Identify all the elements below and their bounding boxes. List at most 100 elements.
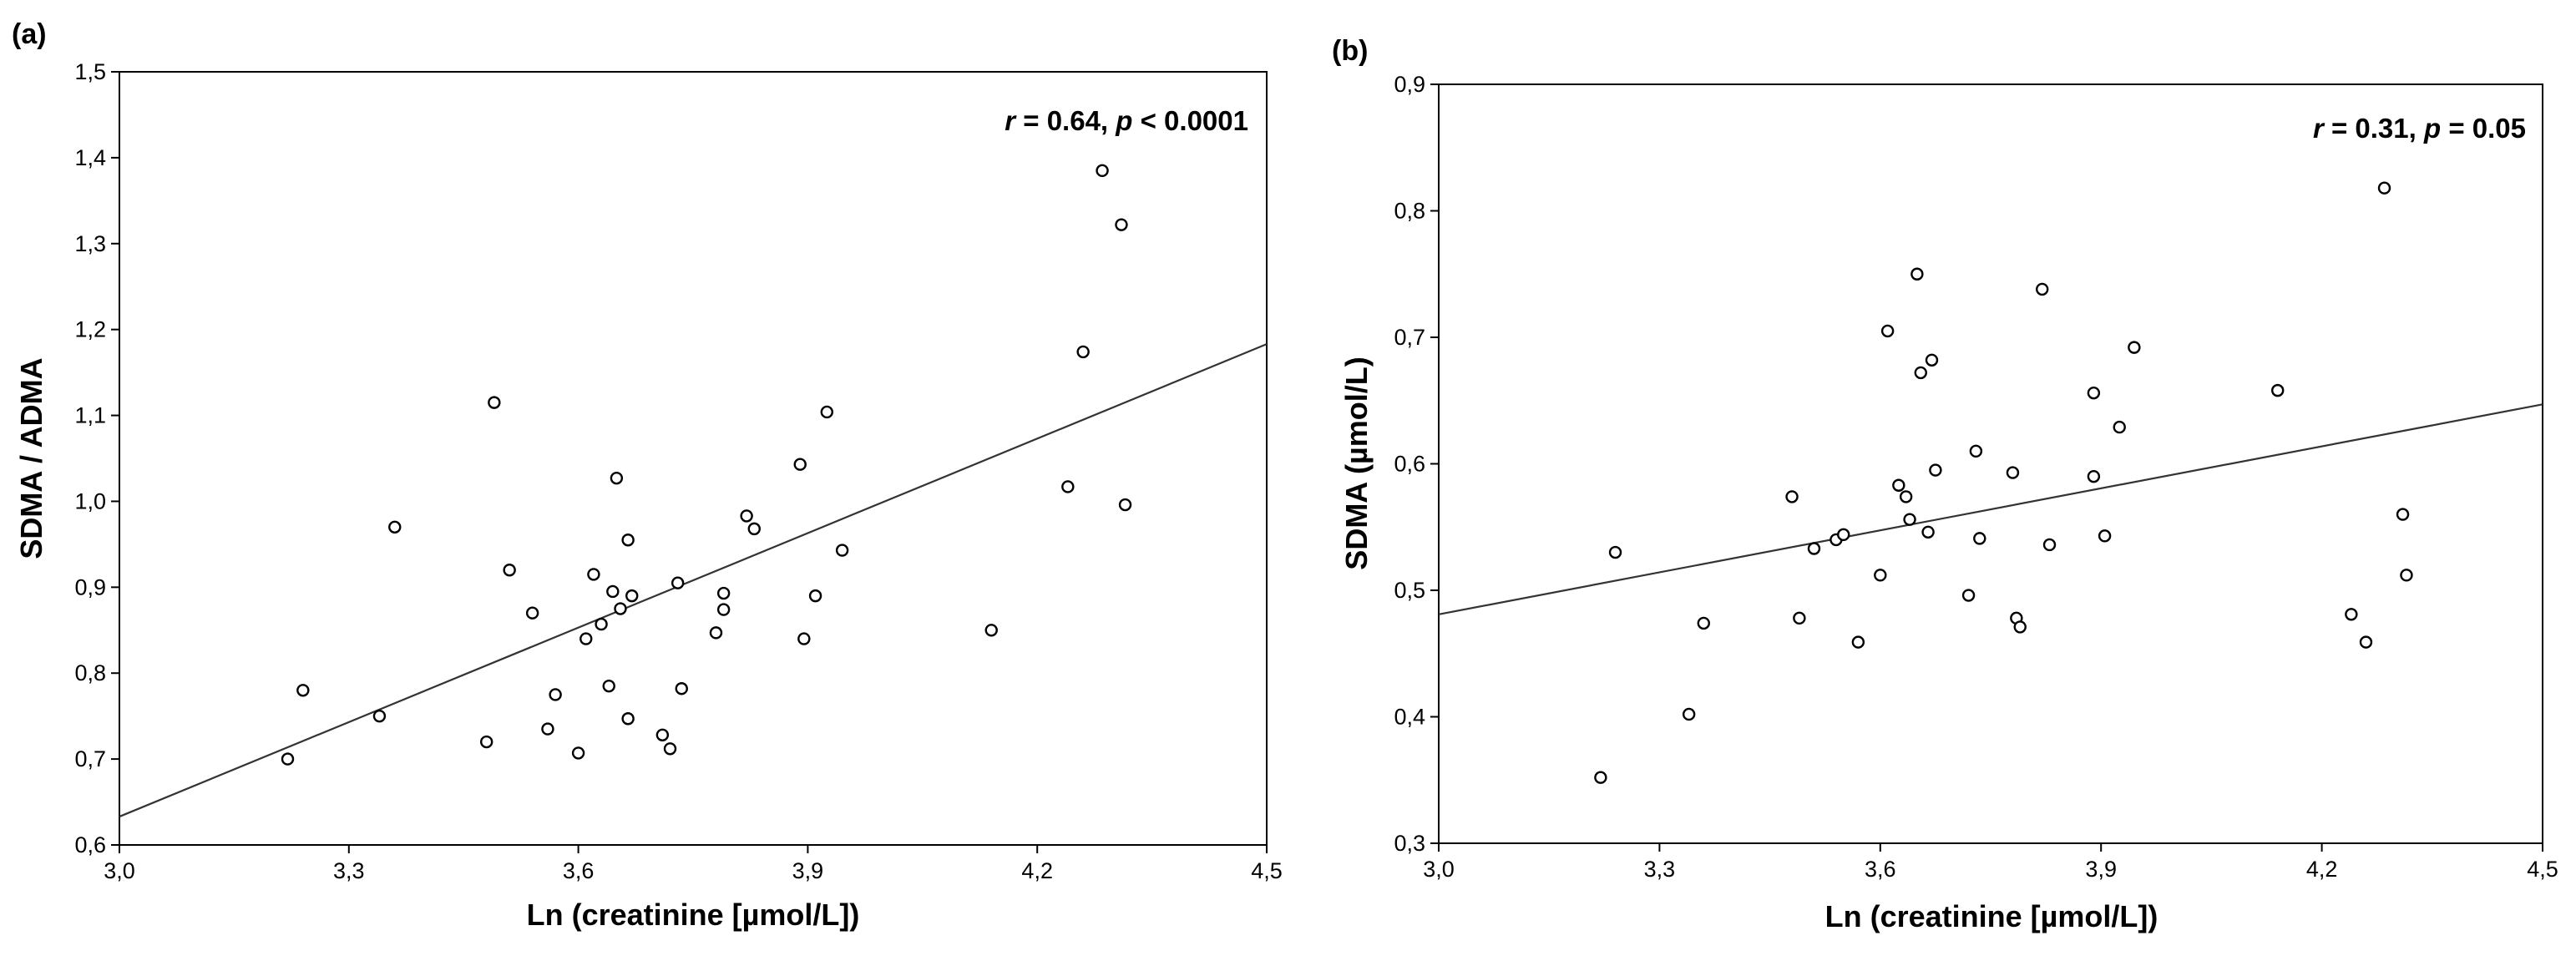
- panel-a-data-point: [479, 735, 493, 749]
- panel-b-y-tick-label: 0,9: [1394, 72, 1425, 97]
- panel-a-data-point: [820, 405, 833, 419]
- panel-a-annot-p: p: [1115, 105, 1132, 136]
- panel-b-data-point: [2087, 386, 2101, 400]
- panel-b-points: [1594, 181, 2413, 784]
- panel-b-y-tick-label: 0,6: [1394, 452, 1425, 477]
- panel-a-data-point: [587, 568, 600, 581]
- panel-b-data-point: [1785, 490, 1799, 503]
- panel-a-y-tick-label: 1,4: [74, 145, 106, 170]
- panel-a-y-tick-label: 1,1: [74, 403, 106, 428]
- panel-a-annot-p-value: < 0.0001: [1132, 105, 1248, 136]
- panel-a-y-ticks: 0,6 0,7 0,8 0,9 1,0 1,1 1,2 1,3 1,4 1,5: [74, 59, 119, 857]
- panel-a-data-point: [793, 458, 807, 471]
- panel-a-x-tick-label: 3,0: [104, 858, 135, 883]
- panel-b-data-point: [2271, 383, 2285, 397]
- panel-b-data-point: [1899, 490, 1913, 503]
- panel-a: (a) 0,60,70,80,91,01,11,21,31,41,5 3,0 3,…: [12, 18, 1283, 932]
- panel-b-x-tick-label: 3,6: [1865, 857, 1896, 882]
- panel-b-y-tick-label: 0,8: [1394, 199, 1425, 224]
- panel-a-data-point: [541, 722, 554, 736]
- panel-b-y-axis-title: SDMA (µmol/L): [1339, 357, 1374, 569]
- panel-b-data-point: [1682, 707, 1696, 721]
- panel-a-data-point: [488, 396, 501, 409]
- panel-a-data-point: [747, 522, 761, 536]
- panel-a-data-point: [296, 684, 310, 697]
- panel-b-data-point: [1929, 463, 1942, 477]
- panel-a-data-point: [663, 742, 677, 756]
- panel-a-x-tick-label: 4,2: [1021, 858, 1053, 883]
- panel-a-points: [281, 164, 1132, 766]
- panel-b-x-tick-label: 4,5: [2527, 857, 2558, 882]
- panel-a-data-point: [1115, 218, 1128, 231]
- panel-b-correlation-annotation: r = 0.31, p = 0.05: [2313, 113, 2526, 144]
- panel-b-data-point: [1925, 353, 1939, 367]
- panel-a-data-point: [716, 586, 731, 600]
- panel-b-data-point: [1892, 478, 1905, 492]
- panel-b-annot-r: r: [2313, 113, 2325, 144]
- panel-a-y-tick-label: 1,2: [74, 317, 106, 342]
- panel-b-y-tick-label: 0,5: [1394, 578, 1425, 603]
- panel-b-data-point: [1903, 513, 1916, 526]
- panel-a-data-point: [610, 471, 624, 485]
- panel-b-annot-p: p: [2423, 113, 2441, 144]
- panel-b-data-point: [2396, 508, 2410, 521]
- panel-a-data-point: [1118, 498, 1132, 512]
- panel-b-data-point: [2377, 181, 2391, 195]
- panel-b-y-tick-label: 0,3: [1394, 831, 1425, 856]
- panel-a-data-point: [740, 509, 753, 523]
- panel-b-regression-line: [1438, 403, 2543, 615]
- panel-b-data-point: [1807, 542, 1821, 555]
- panel-b-data-point: [2113, 420, 2126, 434]
- panel-a-data-point: [549, 688, 562, 701]
- panel-a-correlation-annotation: r = 0.64, p < 0.0001: [1005, 105, 1248, 136]
- panel-b-data-point: [2345, 608, 2358, 621]
- panel-a-data-point: [606, 584, 620, 599]
- panel-a-data-point: [675, 682, 688, 695]
- panel-a-x-tick-label: 3,6: [563, 858, 595, 883]
- panel-b-x-tick-label: 3,3: [1644, 857, 1676, 882]
- panel-a-data-point: [388, 520, 402, 534]
- panel-a-data-point: [503, 564, 516, 577]
- panel-a-data-point: [602, 679, 615, 693]
- panel-b-x-tick-label: 4,2: [2306, 857, 2338, 882]
- panel-a-y-tick-label: 0,7: [74, 746, 106, 771]
- panel-a-regression-line: [119, 343, 1268, 818]
- panel-a-x-ticks: 3,0 3,3 3,6 3,9 4,2 4,5: [104, 845, 1283, 883]
- panel-b-y-ticks: 0,3 0,4 0,5 0,6 0,7 0,8 0,9: [1394, 72, 1439, 856]
- panel-b-data-point: [1793, 611, 1806, 625]
- panel-b-x-axis-title: Ln (creatinine [µmol/L]): [1825, 899, 2158, 933]
- panel-a-data-point: [1061, 480, 1075, 493]
- panel-b-data-point: [1961, 589, 1976, 602]
- panel-a-data-point: [625, 589, 639, 603]
- panel-a-data-point: [281, 752, 295, 766]
- panel-b-data-point: [1874, 569, 1887, 582]
- panel-a-data-point: [671, 576, 685, 589]
- panel-a-y-tick-label: 0,6: [74, 832, 106, 857]
- panel-b-data-point: [1973, 532, 1986, 545]
- panel-a-y-tick-label: 1,3: [74, 231, 106, 256]
- panel-b-data-point: [1608, 545, 1622, 559]
- panel-b-data-point: [2042, 538, 2057, 552]
- panel-a-y-tick-label: 0,8: [74, 660, 106, 685]
- panel-b-data-point: [1969, 444, 1983, 458]
- panel-b-data-point: [1910, 267, 1924, 281]
- panel-a-x-axis-title: Ln (creatinine [µmol/L]): [527, 898, 860, 932]
- panel-b-data-point: [1914, 366, 1927, 380]
- panel-b-data-point: [2013, 620, 2027, 634]
- panel-a-data-point: [372, 709, 387, 723]
- panel-a-data-point: [808, 589, 822, 603]
- panel-a-data-point: [835, 544, 849, 557]
- panel-b-data-point: [2359, 635, 2373, 649]
- panel-a-data-point: [709, 626, 723, 640]
- panel-b-data-point: [2087, 469, 2101, 483]
- panel-a-data-point: [579, 632, 593, 645]
- panel-b: (b) 0,3 0,4 0,5 0,6 0,7 0,8 0,9 3,0 3,3 3,6 3,9 4,…: [1332, 35, 2558, 933]
- panel-a-data-point: [621, 712, 635, 726]
- panel-a-y-tick-label: 1,0: [74, 488, 106, 513]
- panel-b-data-point: [2035, 282, 2049, 296]
- panel-a-data-point: [655, 728, 670, 742]
- panel-b-data-point: [2400, 569, 2413, 582]
- panel-a-data-point: [1076, 345, 1090, 359]
- panel-a-y-tick-label: 0,9: [74, 574, 106, 599]
